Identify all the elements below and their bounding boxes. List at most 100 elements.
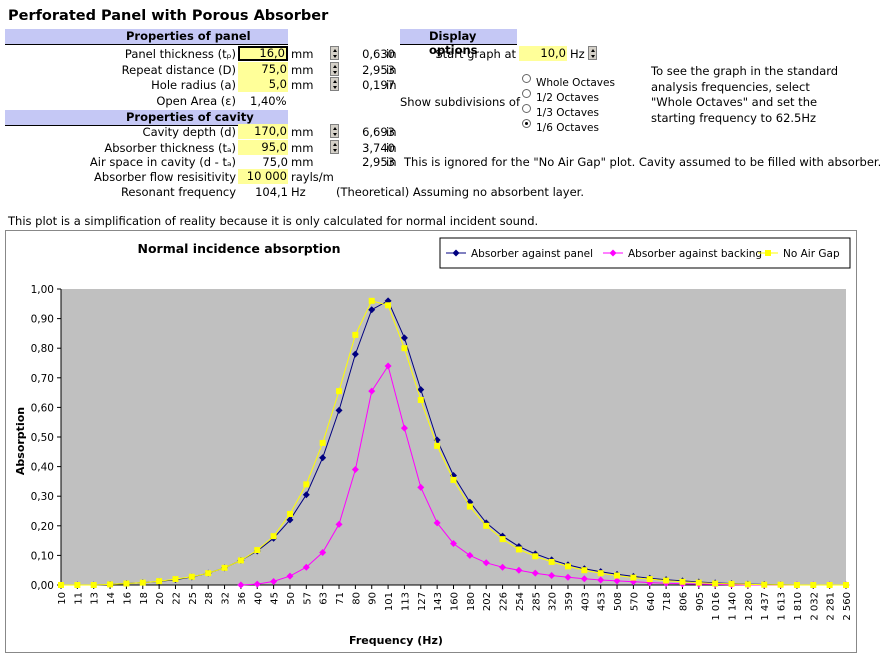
x-tick-label: 10 [57,592,68,605]
start-graph-spinner[interactable] [588,46,597,60]
data-point [302,491,310,499]
legend-marker-0 [452,249,460,257]
data-point [205,570,212,577]
panel-row-spinner-1[interactable] [330,61,339,76]
data-point [351,466,359,474]
subdivision-option-3[interactable]: 1/6 Octaves [522,119,622,134]
chart-title: Normal incidence absorption [137,241,340,256]
resonant-frequency-value: 104,1 [255,185,288,199]
x-tick-label: 13 [90,592,101,605]
cavity-row-input-1[interactable]: 95,0 [238,139,288,155]
air-space-converted: 2,953 [362,155,395,169]
radio-button[interactable] [522,104,531,113]
panel-row-spinner-2[interactable] [330,77,339,91]
panel-header-label: Properties of panel [126,29,251,43]
panel-row-converted-2: 0,197 [362,78,395,92]
radio-button[interactable] [522,89,531,98]
legend-label-2: No Air Gap [783,248,840,260]
data-point [74,582,81,588]
x-tick-label: 14 [106,592,117,605]
data-point [646,579,654,587]
data-point [646,576,653,583]
chart-area: 0,00 0,10 0,20 0,30 0,40 0,50 0,60 0,70 0,80 0,90… [5,230,857,653]
flow-resistivity-label: Absorber flow resisitivity [94,170,236,184]
data-point [630,574,637,581]
x-tick-label: 202 [482,592,493,611]
x-tick-label: 806 [678,592,689,611]
legend-label-1: Absorber against backing [628,248,762,260]
subdivision-option-1[interactable]: 1/2 Octaves [522,89,622,104]
x-tick-label: 16 [122,592,133,605]
data-point [744,581,751,588]
panel-row-unit-1: mm [291,62,314,77]
panel-row-input-0[interactable]: 16,0 [238,46,288,61]
open-area-value: 1,40% [250,94,287,108]
cavity-row-input-0[interactable]: 170,0 [238,124,288,139]
y-tick-label: 0,00 [31,580,54,592]
legend-marker-1 [609,249,617,257]
data-point [679,578,686,585]
resonant-frequency-label: Resonant frequency [120,185,236,199]
subdivision-option-0[interactable]: Whole Octaves [522,74,622,89]
data-point [90,582,97,588]
data-point [482,559,490,567]
x-tick-label: 403 [580,592,591,611]
subdivision-option-2[interactable]: 1/3 Octaves [522,104,622,119]
x-tick-label: 20 [155,592,166,605]
panel-row-spinner-0[interactable] [330,46,339,60]
cavity-row-unit-1: mm [291,140,314,155]
hint-line-3: starting frequency to 62.5Hz [651,110,817,125]
absorption-chart: 0,00 0,10 0,20 0,30 0,40 0,50 0,60 0,70 0,80 0,90… [14,237,853,647]
cavity-row-spinner-1[interactable] [330,139,339,154]
data-point [613,577,621,585]
data-point [319,454,327,462]
legend-box [439,237,851,269]
data-point [483,522,490,529]
data-point [499,536,506,543]
radio-label: 1/3 Octaves [536,107,599,119]
legend-marker-2 [765,250,771,256]
data-point [221,564,228,571]
cavity-row-conv-unit-1: in [386,140,397,155]
data-point [336,388,343,395]
x-tick-label: 453 [597,592,608,611]
cavity-row-label-1: Absorber thickness (tₐ) [104,140,236,155]
x-tick-label: 285 [531,592,542,611]
x-tick-label: 18 [139,592,150,605]
y-tick-label: 0,40 [31,462,54,474]
radio-button[interactable] [522,74,531,83]
data-point [286,516,294,524]
data-point [156,578,163,585]
start-graph-label: Start graph at [435,47,516,61]
x-tick-label: 71 [335,592,346,605]
data-point [597,570,604,577]
cavity-properties-header: Properties of cavity [5,110,288,126]
data-point [531,569,539,577]
data-point [286,510,293,517]
data-point [254,547,261,554]
panel-row-input-2[interactable]: 5,0 [238,77,288,92]
panel-row-unit-0: mm [291,47,314,61]
data-point [401,345,408,352]
cavity-row-spinner-0[interactable] [330,124,339,138]
cavity-header-label: Properties of cavity [126,110,254,124]
resonant-frequency-unit: Hz [291,185,306,199]
start-graph-input[interactable]: 10,0 [519,46,567,61]
data-point [663,577,670,584]
display-header-label: Display options [429,29,478,57]
data-point [417,397,424,403]
x-tick-label: 28 [204,592,215,605]
x-tick-label: 2 032 [809,592,820,621]
x-tick-label: 63 [319,592,330,605]
data-point [400,334,408,342]
radio-button[interactable] [522,119,531,128]
panel-row-converted-0: 0,630 [362,47,395,61]
data-point [335,520,343,528]
hint-line-1: analysis frequencies, select [651,79,810,94]
panel-row-input-1[interactable]: 75,0 [238,61,288,77]
x-tick-label: 45 [270,592,281,605]
x-tick-label: 40 [253,592,264,605]
y-tick-label: 0,50 [31,432,54,444]
flow-resistivity-input[interactable]: 10 000 [238,169,288,184]
data-point [515,546,522,553]
